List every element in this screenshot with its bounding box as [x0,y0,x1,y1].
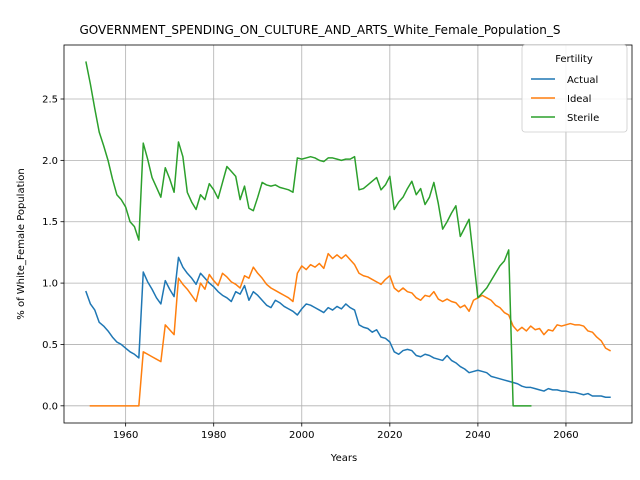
axis-ticks: 1960 1980 2000 2020 2040 2060 0.0 0.5 1.0 1.5 2.0 2… [42,95,579,442]
chart-title: GOVERNMENT_SPENDING_ON_CULTURE_AND_ARTS_… [80,23,561,37]
y-tick-label: 1.5 [42,217,58,228]
y-tick-label: 0.0 [42,401,58,412]
x-tick-label: 2020 [377,430,402,441]
legend: Fertility Actual Ideal Sterile [521,44,628,133]
series-line-sterile [85,61,532,407]
legend-box [521,44,628,133]
legend-label-actual: Actual [567,75,598,86]
legend-title: Fertility [555,54,593,65]
x-tick-label: 2060 [553,430,578,441]
series-line-actual [85,256,611,398]
legend-label-sterile: Sterile [567,113,599,124]
plot-frame [63,44,633,424]
x-tick-label: 1980 [201,430,226,441]
x-tick-label: 2040 [465,430,490,441]
x-tick-label: 1960 [113,430,138,441]
series-line-ideal [89,252,612,407]
x-axis-label: Years [330,453,357,464]
y-tick-label: 0.5 [42,340,58,351]
y-tick-label: 2.5 [42,95,58,106]
legend-label-ideal: Ideal [567,94,591,105]
y-tick-label: 2.0 [42,156,58,167]
series-lines [85,61,612,407]
y-axis-label: % of White_Female Population [16,168,27,319]
legend-items: Actual Ideal Sterile [531,75,599,124]
x-tick-label: 2000 [289,430,314,441]
gridlines [64,45,632,423]
y-tick-label: 1.0 [42,279,58,290]
